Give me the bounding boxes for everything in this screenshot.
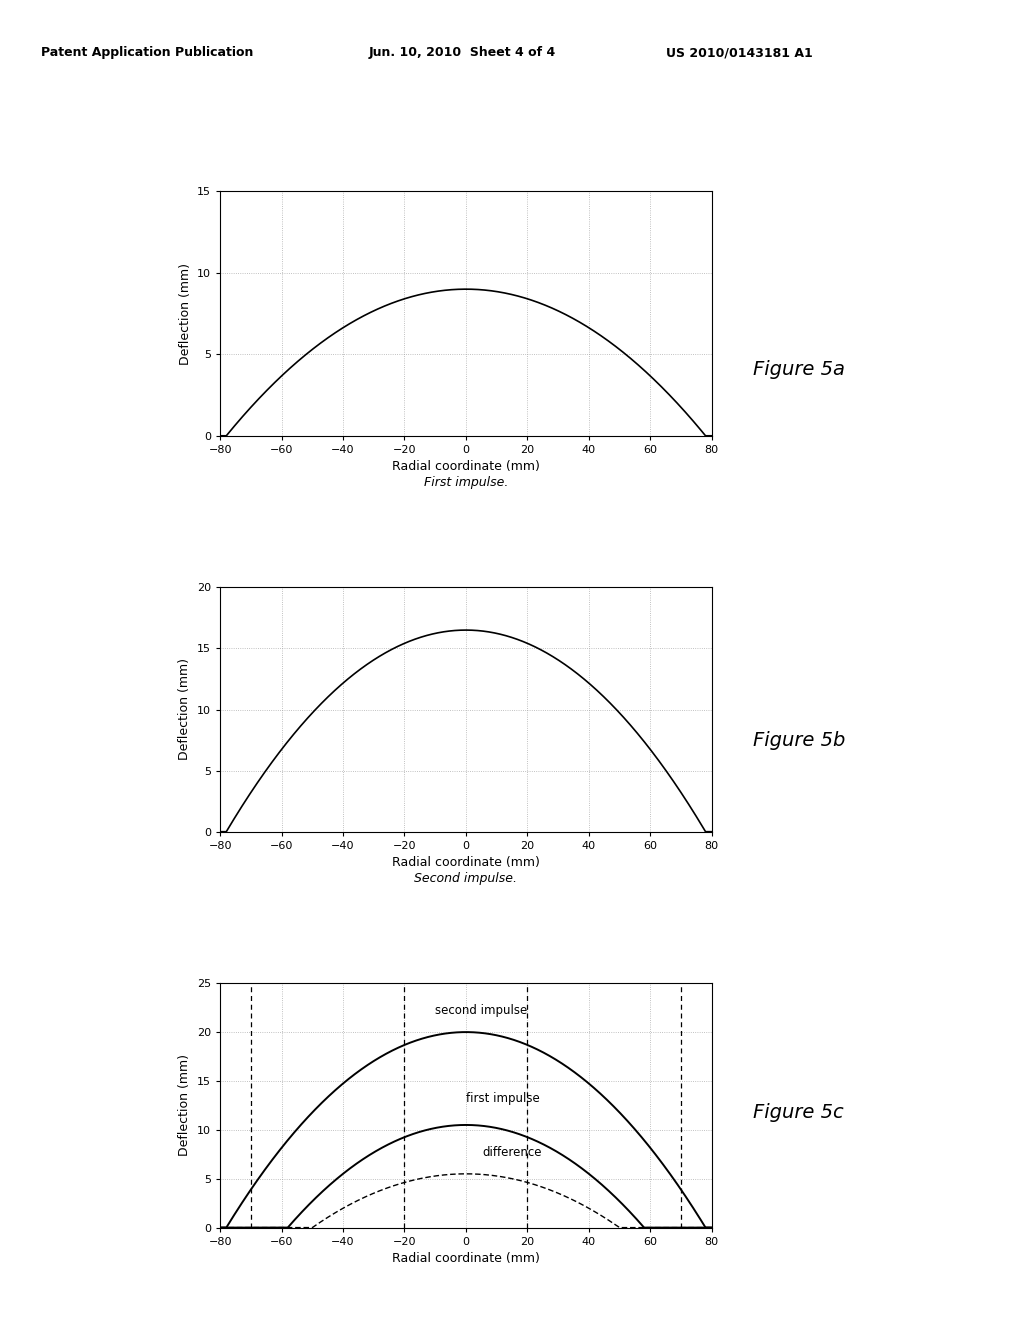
- Text: Figure 5c: Figure 5c: [753, 1102, 844, 1122]
- X-axis label: Radial coordinate (mm): Radial coordinate (mm): [392, 1253, 540, 1265]
- Y-axis label: Deflection (mm): Deflection (mm): [178, 659, 191, 760]
- Text: Second impulse.: Second impulse.: [415, 871, 517, 884]
- Y-axis label: Deflection (mm): Deflection (mm): [178, 1055, 191, 1156]
- Text: difference: difference: [482, 1146, 542, 1159]
- Text: First impulse.: First impulse.: [424, 477, 508, 488]
- Y-axis label: Deflection (mm): Deflection (mm): [178, 263, 191, 364]
- Text: second impulse: second impulse: [435, 1005, 527, 1018]
- Text: Patent Application Publication: Patent Application Publication: [41, 46, 253, 59]
- X-axis label: Radial coordinate (mm): Radial coordinate (mm): [392, 461, 540, 474]
- Text: Figure 5b: Figure 5b: [753, 731, 845, 750]
- Text: Jun. 10, 2010  Sheet 4 of 4: Jun. 10, 2010 Sheet 4 of 4: [369, 46, 556, 59]
- X-axis label: Radial coordinate (mm): Radial coordinate (mm): [392, 857, 540, 870]
- Text: Figure 5a: Figure 5a: [753, 359, 845, 379]
- Text: US 2010/0143181 A1: US 2010/0143181 A1: [666, 46, 812, 59]
- Text: first impulse: first impulse: [466, 1093, 540, 1105]
